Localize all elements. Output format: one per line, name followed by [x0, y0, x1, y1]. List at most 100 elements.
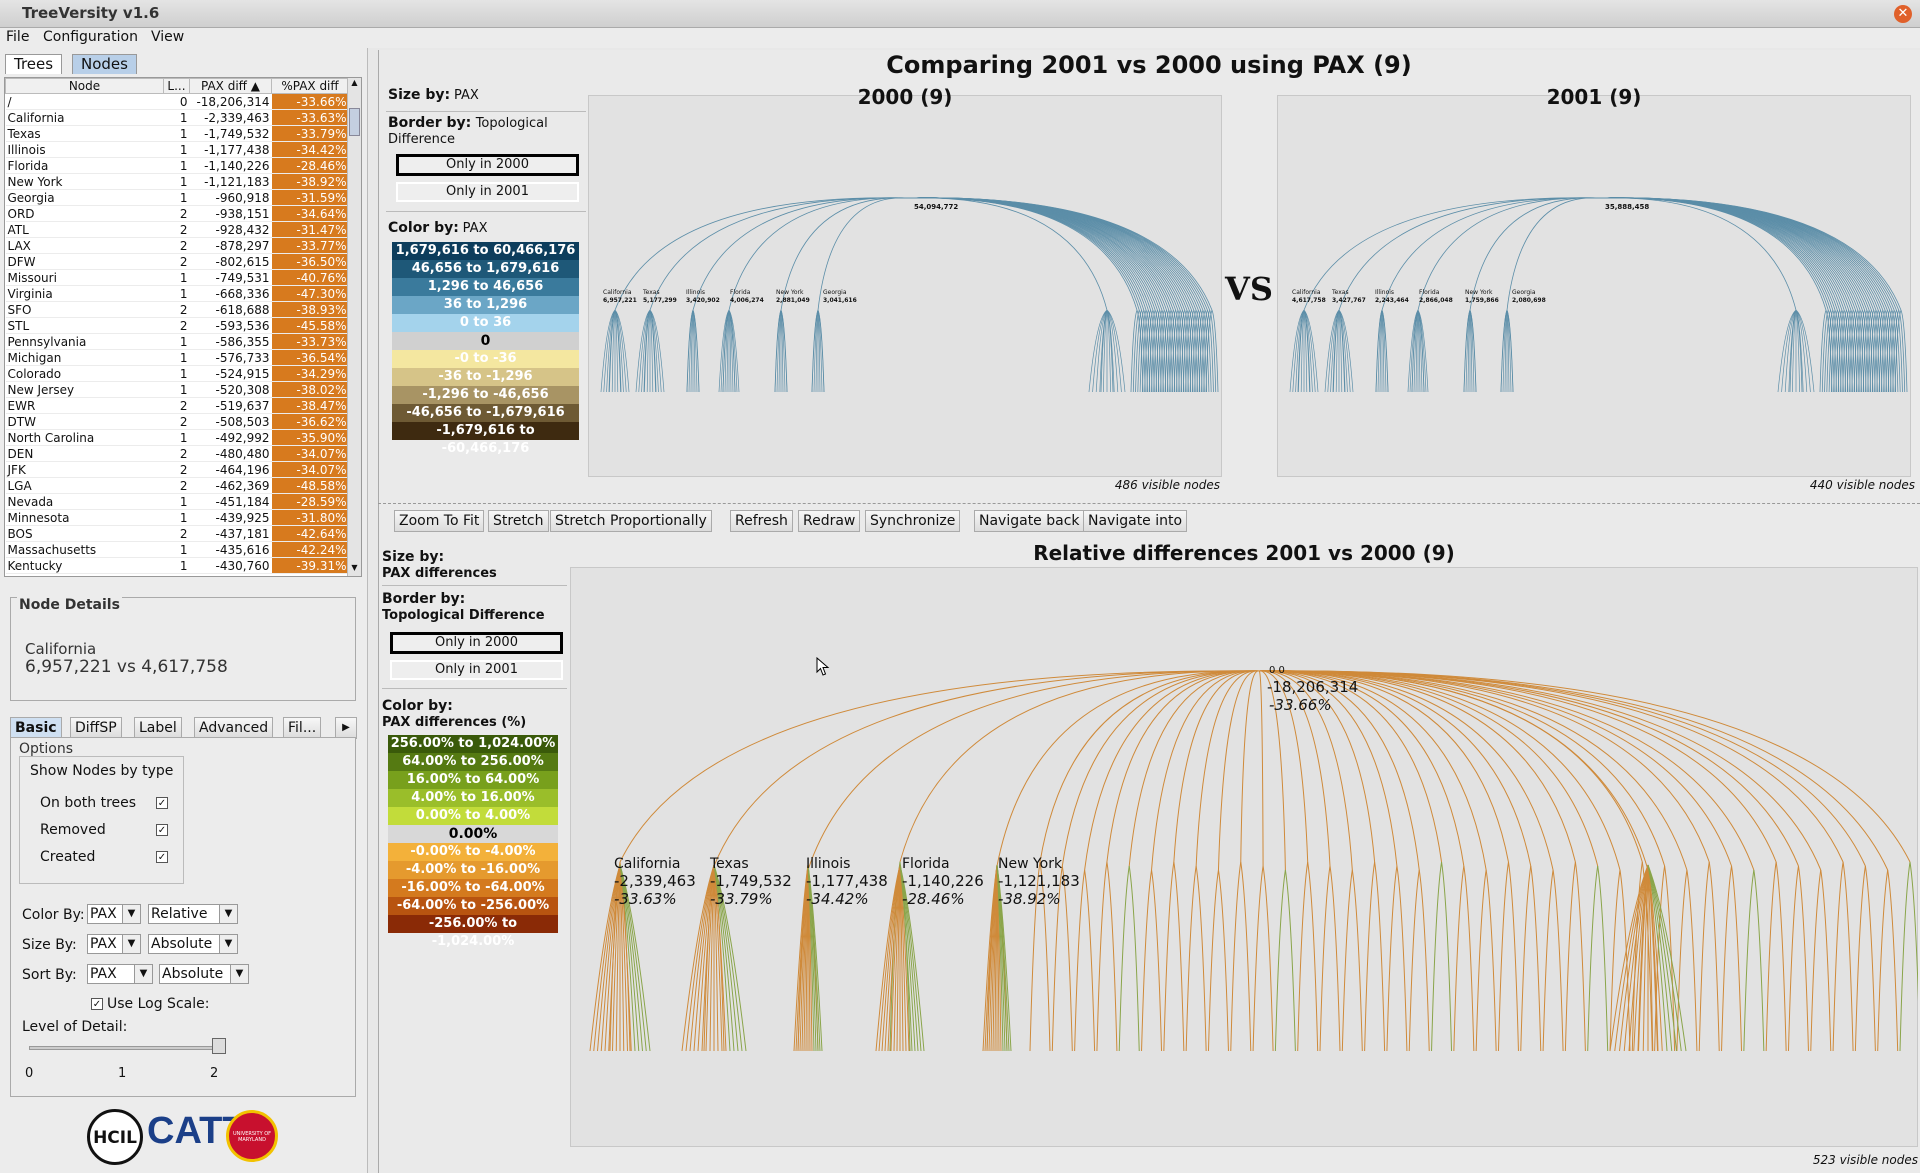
col-header-node[interactable]: Node: [5, 78, 164, 94]
table-scrollbar[interactable]: ▲ ▼: [347, 78, 361, 576]
tree-2001-panel[interactable]: [1277, 95, 1911, 477]
tree-edge: [1878, 310, 1886, 393]
color-by-attr-select[interactable]: PAX ▼: [87, 904, 141, 924]
diff-tree-panel[interactable]: [570, 567, 1918, 1147]
close-icon[interactable]: ✕: [1894, 5, 1912, 23]
table-row[interactable]: New Jersey 1 -520,308 -38.02%: [5, 381, 349, 398]
zoom-to-fit-button[interactable]: Zoom To Fit: [394, 510, 485, 532]
stretch-proportionally-button[interactable]: Stretch Proportionally: [550, 510, 712, 532]
col-header-pax-diff[interactable]: PAX diff ▲: [189, 78, 272, 94]
table-row[interactable]: Texas 1 -1,749,532 -33.79%: [5, 125, 349, 142]
table-row[interactable]: Pennsylvania 1 -586,355 -33.73%: [5, 333, 349, 350]
table-row[interactable]: Florida 1 -1,140,226 -28.46%: [5, 157, 349, 174]
col-header-pct-pax-diff[interactable]: %PAX diff: [271, 78, 349, 94]
navigate-into-button[interactable]: Navigate into: [1083, 510, 1188, 532]
checkbox-log-scale[interactable]: ✓: [91, 998, 103, 1010]
tab-basic[interactable]: Basic: [10, 717, 62, 739]
synchronize-button[interactable]: Synchronize: [865, 510, 961, 532]
tab-filter[interactable]: Fil...: [283, 717, 322, 739]
cmp-legend-item: -46,656 to -1,679,616: [392, 404, 579, 422]
refresh-button[interactable]: Refresh: [730, 510, 793, 532]
diff-root-name-label: 0 0: [1269, 665, 1285, 676]
tree-edge: [1860, 310, 1868, 393]
cell-pax-diff: -802,615: [189, 253, 272, 270]
size-by-attr-select[interactable]: PAX ▼: [87, 934, 141, 954]
diff-node-name-label: Texas: [709, 856, 749, 872]
diff-tree-edge: [1217, 670, 1260, 871]
table-row[interactable]: /0 -18,206,314 -33.66%: [5, 93, 349, 110]
col-header-level[interactable]: L...: [163, 78, 190, 94]
scroll-down-icon[interactable]: ▼: [351, 563, 358, 572]
navigate-back-button[interactable]: Navigate back: [974, 510, 1085, 532]
sort-by-attr-select[interactable]: PAX ▼: [87, 964, 153, 984]
table-row[interactable]: Minnesota 1 -439,925 -31.80%: [5, 509, 349, 526]
tab-nodes[interactable]: Nodes: [72, 54, 137, 74]
scroll-thumb[interactable]: [349, 108, 360, 136]
checkbox-on-both-trees[interactable]: ✓: [156, 797, 168, 809]
cmp-legend-item: 46,656 to 1,679,616: [392, 260, 579, 278]
tree-edge: [907, 197, 1163, 311]
node-name-label: California: [1292, 289, 1321, 296]
tab-label[interactable]: Label: [134, 717, 182, 739]
table-row[interactable]: Kentucky 1 -430,760 -39.31%: [5, 557, 349, 574]
table-row[interactable]: Illinois 1 -1,177,438 -34.42%: [5, 141, 349, 158]
menu-view[interactable]: View: [151, 29, 185, 45]
table-row[interactable]: STL 2 -593,536 -45.58%: [5, 317, 349, 334]
diff-tree-edge: [1258, 670, 1688, 871]
tree-2000-panel[interactable]: [588, 95, 1222, 477]
table-row[interactable]: Nevada 1 -451,184 -28.59%: [5, 493, 349, 510]
table-row[interactable]: California 1 -2,339,463 -33.63%: [5, 109, 349, 126]
stretch-button[interactable]: Stretch: [488, 510, 549, 532]
tree-edge: [1176, 310, 1183, 393]
table-row[interactable]: ORD 2 -938,151 -34.64%: [5, 205, 349, 222]
diff-tree-edge: [1061, 865, 1073, 1052]
menu-file[interactable]: File: [6, 29, 30, 45]
table-row[interactable]: North Carolina 1 -492,992 -35.90%: [5, 429, 349, 446]
checkbox-removed[interactable]: ✓: [156, 824, 168, 836]
size-by-mode-select[interactable]: Absolute ▼: [148, 934, 238, 954]
tab-advanced[interactable]: Advanced: [194, 717, 274, 739]
menu-configuration[interactable]: Configuration: [43, 29, 138, 45]
sort-by-mode-select[interactable]: Absolute ▼: [159, 964, 249, 984]
tree-edge: [1876, 310, 1884, 393]
scroll-up-icon[interactable]: ▲: [351, 78, 358, 87]
table-row[interactable]: LGA 2 -462,369 -48.58%: [5, 477, 349, 494]
diff-tree-chart[interactable]: 0 0 -18,206,314-33.66% California-2,339,46…: [570, 567, 1918, 1147]
tree-2000-visible-count: 486 visible nodes: [1114, 478, 1220, 492]
table-row[interactable]: SFO 2 -618,688 -38.93%: [5, 301, 349, 318]
table-row[interactable]: New York 1 -1,121,183 -38.92%: [5, 173, 349, 190]
lod-slider-thumb[interactable]: [212, 1038, 226, 1054]
table-row[interactable]: LAX 2 -878,297 -33.77%: [5, 237, 349, 254]
node-name-label: Georgia: [823, 289, 847, 296]
node-name-label: Texas: [642, 289, 660, 296]
tab-diffsp[interactable]: DiffSP: [70, 717, 122, 739]
table-row[interactable]: Michigan 1 -576,733 -36.54%: [5, 349, 349, 366]
diff-tree-edge: [1775, 861, 1787, 1052]
table-row[interactable]: BOS 2 -437,181 -42.64%: [5, 525, 349, 542]
split-divider[interactable]: [378, 503, 1920, 504]
tab-scroll-right-icon[interactable]: ▶: [335, 717, 357, 739]
diff-tree-edge: [1096, 861, 1108, 1052]
cell-pct-pax-diff: -34.42%: [271, 141, 349, 158]
diff-tree-edge: [899, 670, 1260, 863]
table-row[interactable]: Virginia 1 -668,336 -47.30%: [5, 285, 349, 302]
table-row[interactable]: EWR 2 -519,637 -38.47%: [5, 397, 349, 414]
checkbox-created[interactable]: ✓: [156, 851, 168, 863]
lod-slider-track[interactable]: [29, 1046, 224, 1050]
color-by-mode-select[interactable]: Relative ▼: [148, 904, 238, 924]
table-row[interactable]: DTW 2 -508,503 -36.62%: [5, 413, 349, 430]
table-row[interactable]: Missouri 1 -749,531 -40.76%: [5, 269, 349, 286]
table-row[interactable]: ATL 2 -928,432 -31.47%: [5, 221, 349, 238]
table-row[interactable]: DFW 2 -802,615 -36.50%: [5, 253, 349, 270]
cell-pct-pax-diff: -36.62%: [271, 413, 349, 430]
cmp-legend-item: 0: [392, 332, 579, 350]
tab-trees[interactable]: Trees: [5, 54, 63, 74]
table-row[interactable]: DEN 2 -480,480 -34.07%: [5, 445, 349, 462]
redraw-button[interactable]: Redraw: [798, 510, 861, 532]
table-row[interactable]: Colorado 1 -524,915 -34.29%: [5, 365, 349, 382]
table-row[interactable]: Massachusetts 1 -435,616 -42.24%: [5, 541, 349, 558]
table-row[interactable]: Georgia 1 -960,918 -31.59%: [5, 189, 349, 206]
table-row[interactable]: JFK 2 -464,196 -34.07%: [5, 461, 349, 478]
